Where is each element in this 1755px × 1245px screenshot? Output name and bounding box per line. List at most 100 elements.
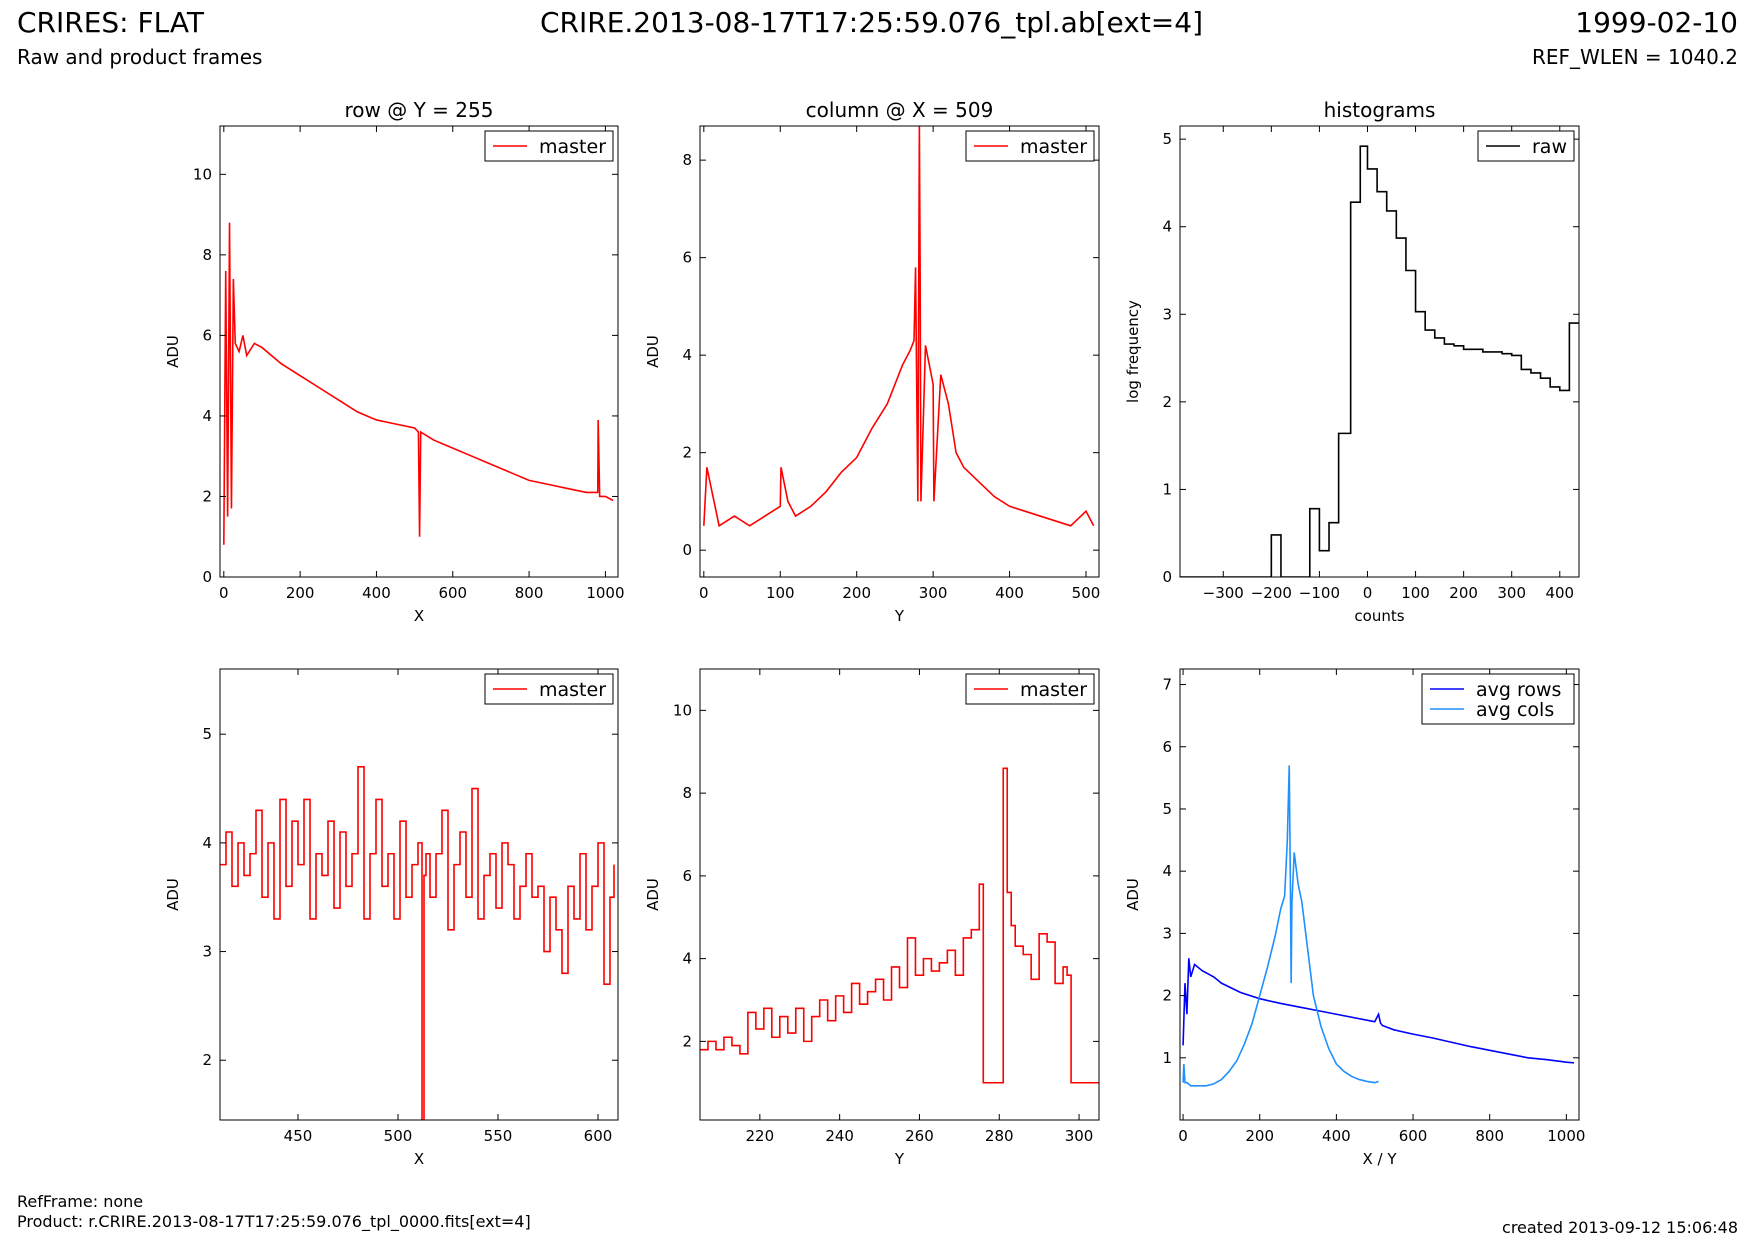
chart-p6: 0 200 400 600 800 1000 1 2 3 4 5 6 7 X / Y ADU avg rows…	[1124, 668, 1585, 1168]
plot-frame	[699, 125, 1100, 578]
x-tick-label: 800	[515, 584, 544, 602]
y-tick-label: 7	[1162, 676, 1172, 694]
chart-p5: 220 240 260 280 300 2 4 6 8 10 Y ADU master	[644, 668, 1100, 1168]
x-tick-label: 0	[699, 584, 709, 602]
x-tick-label: 0	[1178, 1127, 1188, 1145]
x-tick-label: 450	[284, 1127, 313, 1145]
y-tick-label: 8	[682, 151, 692, 169]
y-tick-label: 0	[202, 568, 212, 586]
chart-title: histograms	[1324, 98, 1436, 122]
y-tick-label: 8	[682, 784, 692, 802]
report-title: CRIRES: FLAT	[17, 6, 204, 39]
plot-frame	[699, 668, 1100, 1121]
plot-frame	[1179, 125, 1580, 578]
ref-frame-label: RefFrame: none	[17, 1192, 144, 1211]
x-tick-label: 300	[919, 584, 948, 602]
x-tick-label: 0	[219, 584, 229, 602]
x-tick-label: 1000	[586, 584, 624, 602]
x-tick-label: 100	[766, 584, 795, 602]
series-master	[220, 766, 615, 1120]
legend: master	[965, 130, 1095, 162]
series-master	[700, 767, 1099, 1084]
x-axis-label: Y	[894, 1150, 905, 1168]
file-title: CRIRE.2013-08-17T17:25:59.076_tpl.ab[ext…	[540, 6, 1204, 39]
plot-frame	[219, 125, 619, 578]
chart-p3: −300 −200 −100 0 100 200 300 400 0 1 2 3 4 5 histogram…	[1124, 98, 1580, 625]
x-tick-label: 400	[995, 584, 1024, 602]
x-tick-label: 280	[985, 1127, 1014, 1145]
x-axis-label: X	[414, 607, 424, 625]
y-tick-label: 6	[1162, 738, 1172, 756]
x-tick-label: 200	[1449, 584, 1478, 602]
plot-frame	[219, 668, 619, 1121]
y-tick-label: 4	[202, 407, 212, 425]
legend: master	[484, 673, 614, 705]
y-tick-label: 1	[1162, 1049, 1172, 1067]
x-tick-label: 200	[1245, 1127, 1274, 1145]
x-tick-label: −200	[1251, 584, 1292, 602]
y-tick-label: 4	[1162, 218, 1172, 236]
y-axis-label: ADU	[164, 335, 182, 368]
y-tick-label: 6	[202, 326, 212, 344]
report-date: 1999-02-10	[1575, 6, 1738, 39]
x-tick-label: 1000	[1547, 1127, 1585, 1145]
x-tick-label: 400	[1322, 1127, 1351, 1145]
y-tick-label: 5	[202, 725, 212, 743]
legend: master	[965, 673, 1095, 705]
chart-p1: 0 200 400 600 800 1000 0 2 4 6 8 10 row @ Y = 255 X AD…	[164, 98, 625, 625]
x-tick-label: 550	[484, 1127, 513, 1145]
x-tick-label: 600	[438, 584, 467, 602]
x-axis-label: counts	[1354, 607, 1404, 625]
y-tick-label: 6	[682, 867, 692, 885]
y-axis-label: log frequency	[1124, 300, 1142, 403]
chart-title: row @ Y = 255	[345, 98, 494, 122]
y-tick-label: 0	[682, 541, 692, 559]
series-raw	[1180, 145, 1579, 577]
product-label: Product: r.CRIRE.2013-08-17T17:25:59.076…	[17, 1212, 531, 1231]
y-tick-label: 1	[1162, 480, 1172, 498]
y-tick-label: 4	[682, 950, 692, 968]
x-tick-label: 500	[384, 1127, 413, 1145]
x-tick-label: 220	[746, 1127, 775, 1145]
y-tick-label: 2	[682, 444, 692, 462]
legend-label: master	[539, 136, 606, 158]
series-avg-cols	[1182, 765, 1379, 1087]
report-subtitle: Raw and product frames	[17, 45, 263, 69]
x-tick-label: −100	[1299, 584, 1340, 602]
y-tick-label: 8	[202, 246, 212, 264]
y-axis-label: ADU	[164, 878, 182, 911]
y-tick-label: 6	[682, 249, 692, 267]
y-tick-label: 3	[1162, 305, 1172, 323]
chart-title: column @ X = 509	[806, 98, 994, 122]
x-tick-label: 500	[1072, 584, 1101, 602]
x-tick-label: 400	[362, 584, 391, 602]
x-tick-label: 260	[905, 1127, 934, 1145]
legend-label: master	[1020, 679, 1087, 701]
x-tick-label: 300	[1497, 584, 1526, 602]
x-axis-label: X	[414, 1150, 424, 1168]
y-tick-label: 2	[1162, 393, 1172, 411]
series-avg-rows	[1182, 958, 1575, 1064]
legend: raw	[1477, 130, 1575, 162]
legend-box	[1421, 673, 1575, 725]
x-tick-label: 600	[584, 1127, 613, 1145]
y-tick-label: 2	[202, 1051, 212, 1069]
x-tick-label: 100	[1401, 584, 1430, 602]
y-tick-label: 10	[673, 701, 692, 719]
legend-label: raw	[1532, 136, 1567, 158]
x-tick-label: −300	[1203, 584, 1244, 602]
x-tick-label: 200	[286, 584, 315, 602]
y-tick-label: 2	[682, 1032, 692, 1050]
x-tick-label: 400	[1545, 584, 1574, 602]
x-tick-label: 300	[1065, 1127, 1094, 1145]
y-tick-label: 10	[193, 165, 212, 183]
y-axis-label: ADU	[644, 878, 662, 911]
x-tick-label: 600	[1399, 1127, 1428, 1145]
x-tick-label: 800	[1475, 1127, 1504, 1145]
y-tick-label: 4	[202, 834, 212, 852]
y-tick-label: 0	[1162, 568, 1172, 586]
ref-wavelength: REF_WLEN = 1040.2	[1531, 45, 1738, 69]
x-tick-label: 0	[1363, 584, 1373, 602]
